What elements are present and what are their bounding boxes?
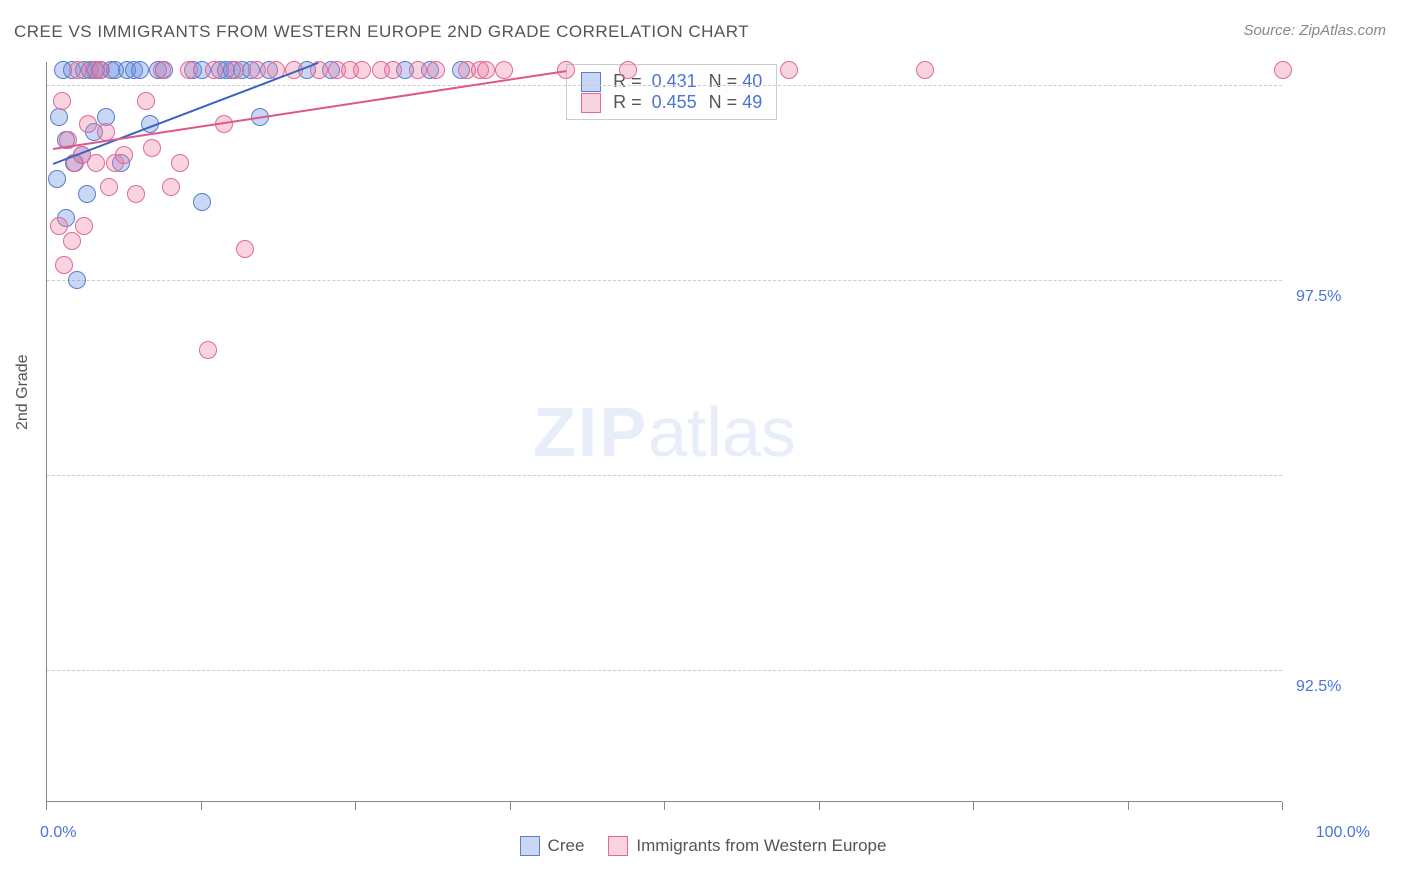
stat-n-label: N = 40 [709,71,763,92]
y-tick-label: 92.5% [1296,678,1341,696]
scatter-point [50,108,68,126]
scatter-point [48,170,66,188]
scatter-point [87,154,105,172]
trend-line [53,70,566,150]
scatter-point [427,61,445,79]
x-tick [355,802,356,810]
plot-area: ZIPatlas R = 0.431N = 40R = 0.455N = 49 [46,62,1282,802]
stats-legend-box: R = 0.431N = 40R = 0.455N = 49 [566,64,777,120]
scatter-point [100,178,118,196]
scatter-point [127,185,145,203]
x-tick [664,802,665,810]
x-tick [1128,802,1129,810]
scatter-point [193,193,211,211]
stat-n-label: N = 49 [709,92,763,113]
scatter-point [131,61,149,79]
legend-item: Cree [520,836,585,856]
scatter-point [248,61,266,79]
gridline-h [47,475,1282,476]
legend-swatch [581,72,601,92]
stat-r-label: R = 0.455 [613,92,697,113]
stats-row: R = 0.431N = 40 [581,71,762,92]
x-tick [201,802,202,810]
scatter-point [495,61,513,79]
watermark: ZIPatlas [533,392,796,472]
scatter-point [180,61,198,79]
scatter-point [619,61,637,79]
scatter-point [115,146,133,164]
scatter-point [153,61,171,79]
x-tick [510,802,511,810]
x-tick [46,802,47,810]
scatter-point [557,61,575,79]
scatter-point [205,61,223,79]
gridline-h [47,670,1282,671]
scatter-point [53,92,71,110]
chart-title: CREE VS IMMIGRANTS FROM WESTERN EUROPE 2… [14,22,749,42]
scatter-point [143,139,161,157]
stat-r-value: 0.455 [652,92,697,112]
scatter-point [50,217,68,235]
x-tick [819,802,820,810]
watermark-bold: ZIP [533,393,648,471]
x-tick-label: 100.0% [1316,824,1370,842]
x-tick-label: 0.0% [40,824,76,842]
stat-n-value: 49 [742,92,762,112]
scatter-point [79,115,97,133]
scatter-point [226,61,244,79]
scatter-point [162,178,180,196]
legend-label: Cree [548,836,585,856]
legend-swatch [581,93,601,113]
legend-swatch [608,836,628,856]
scatter-point [75,217,93,235]
source-label: Source: ZipAtlas.com [1243,22,1386,39]
stat-n-value: 40 [742,71,762,91]
bottom-legend: Cree Immigrants from Western Europe [0,836,1406,856]
watermark-light: atlas [648,393,796,471]
legend-item: Immigrants from Western Europe [608,836,886,856]
scatter-point [199,341,217,359]
scatter-point [78,185,96,203]
scatter-point [92,61,110,79]
scatter-point [63,232,81,250]
y-axis-label: 2nd Grade [14,354,32,430]
scatter-point [916,61,934,79]
x-tick [973,802,974,810]
scatter-point [409,61,427,79]
stat-r-value: 0.431 [652,71,697,91]
scatter-point [55,256,73,274]
stats-row: R = 0.455 N = 49 [581,92,762,113]
scatter-point [384,61,402,79]
scatter-point [137,92,155,110]
scatter-point [171,154,189,172]
scatter-point [477,61,495,79]
legend-label: Immigrants from Western Europe [636,836,886,856]
y-tick-label: 97.5% [1296,288,1341,306]
scatter-point [236,240,254,258]
scatter-point [353,61,371,79]
scatter-point [1274,61,1292,79]
gridline-h [47,280,1282,281]
legend-swatch [520,836,540,856]
x-tick [1282,802,1283,810]
scatter-point [68,271,86,289]
gridline-h [47,85,1282,86]
scatter-point [780,61,798,79]
